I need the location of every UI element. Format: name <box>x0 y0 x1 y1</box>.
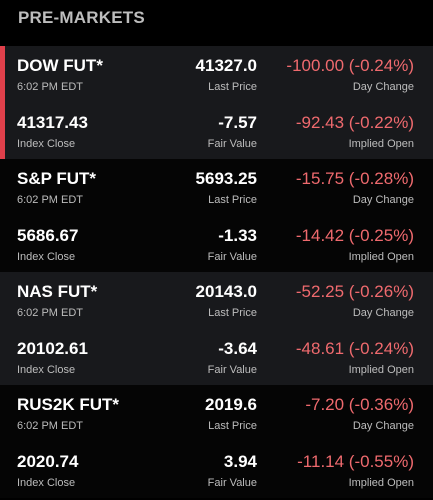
header: PRE-MARKETS <box>0 0 433 46</box>
selected-indicator <box>0 46 5 159</box>
page-title: PRE-MARKETS <box>18 8 145 27</box>
index-close-value: 20102.61 <box>17 339 88 358</box>
day-change-value: -15.75 (-0.28%) <box>295 169 414 188</box>
future-name: DOW FUT* <box>17 56 103 75</box>
implied-open-label: Implied Open <box>348 364 414 376</box>
index-close-label: Index Close <box>17 251 76 263</box>
card-top-row: DOW FUT* 6:02 PM EDT 41327.0 Last Price … <box>0 46 433 102</box>
day-change-label: Day Change <box>352 81 414 93</box>
future-card-sp[interactable]: S&P FUT* 6:02 PM EDT 5693.25 Last Price … <box>0 159 433 272</box>
future-card-rus2k[interactable]: RUS2K FUT* 6:02 PM EDT 2019.6 Last Price… <box>0 385 433 498</box>
implied-open-value: -14.42 (-0.25%) <box>295 226 414 245</box>
card-bottom-row: 41317.43 Index Close -7.57 Fair Value -9… <box>0 103 433 159</box>
implied-open-value: -48.61 (-0.24%) <box>295 339 414 358</box>
last-price-label: Last Price <box>208 194 257 206</box>
fair-value-label: Fair Value <box>207 138 257 150</box>
fair-value-value: -7.57 <box>218 113 257 132</box>
implied-open-label: Implied Open <box>348 138 414 150</box>
last-price-value: 2019.6 <box>205 395 257 414</box>
future-name: RUS2K FUT* <box>17 395 120 414</box>
last-price-value: 20143.0 <box>195 282 257 301</box>
fair-value-label: Fair Value <box>207 364 257 376</box>
implied-open-label: Implied Open <box>348 251 414 263</box>
card-top-row: RUS2K FUT* 6:02 PM EDT 2019.6 Last Price… <box>0 385 433 441</box>
card-bottom-row: 2020.74 Index Close 3.94 Fair Value -11.… <box>0 442 433 498</box>
future-name: NAS FUT* <box>17 282 98 301</box>
fair-value-value: 3.94 <box>223 452 257 471</box>
implied-open-value: -11.14 (-0.55%) <box>297 452 414 471</box>
fair-value-label: Fair Value <box>207 251 257 263</box>
last-price-label: Last Price <box>208 81 257 93</box>
index-close-label: Index Close <box>17 138 76 150</box>
fair-value-value: -3.64 <box>218 339 257 358</box>
index-close-label: Index Close <box>17 364 76 376</box>
card-bottom-row: 20102.61 Index Close -3.64 Fair Value -4… <box>0 329 433 385</box>
future-time: 6:02 PM EDT <box>17 81 84 93</box>
future-card-dow[interactable]: DOW FUT* 6:02 PM EDT 41327.0 Last Price … <box>0 46 433 159</box>
future-card-nas[interactable]: NAS FUT* 6:02 PM EDT 20143.0 Last Price … <box>0 272 433 385</box>
day-change-label: Day Change <box>352 307 414 319</box>
index-close-value: 5686.67 <box>17 226 79 245</box>
last-price-label: Last Price <box>208 307 257 319</box>
future-time: 6:02 PM EDT <box>17 194 84 206</box>
day-change-label: Day Change <box>352 194 414 206</box>
future-name: S&P FUT* <box>17 169 97 188</box>
index-close-value: 41317.43 <box>17 113 88 132</box>
last-price-label: Last Price <box>208 420 257 432</box>
card-top-row: S&P FUT* 6:02 PM EDT 5693.25 Last Price … <box>0 159 433 215</box>
implied-open-label: Implied Open <box>348 477 414 489</box>
last-price-value: 5693.25 <box>195 169 257 188</box>
fair-value-value: -1.33 <box>218 226 257 245</box>
implied-open-value: -92.43 (-0.22%) <box>295 113 414 132</box>
day-change-value: -7.20 (-0.36%) <box>305 395 414 414</box>
fair-value-label: Fair Value <box>207 477 257 489</box>
last-price-value: 41327.0 <box>195 56 257 75</box>
card-bottom-row: 5686.67 Index Close -1.33 Fair Value -14… <box>0 216 433 272</box>
day-change-label: Day Change <box>352 420 414 432</box>
future-time: 6:02 PM EDT <box>17 307 84 319</box>
index-close-label: Index Close <box>17 477 76 489</box>
card-top-row: NAS FUT* 6:02 PM EDT 20143.0 Last Price … <box>0 272 433 328</box>
future-time: 6:02 PM EDT <box>17 420 84 432</box>
index-close-value: 2020.74 <box>17 452 79 471</box>
day-change-value: -52.25 (-0.26%) <box>295 282 414 301</box>
day-change-value: -100.00 (-0.24%) <box>286 56 414 75</box>
